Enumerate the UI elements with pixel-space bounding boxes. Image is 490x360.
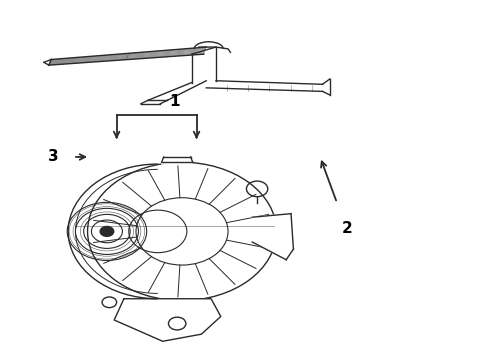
Circle shape [100, 226, 114, 237]
Text: 1: 1 [170, 94, 180, 109]
Polygon shape [114, 299, 221, 341]
Polygon shape [252, 214, 294, 260]
Text: 2: 2 [342, 221, 352, 236]
Text: 3: 3 [49, 149, 59, 165]
Polygon shape [162, 157, 193, 164]
